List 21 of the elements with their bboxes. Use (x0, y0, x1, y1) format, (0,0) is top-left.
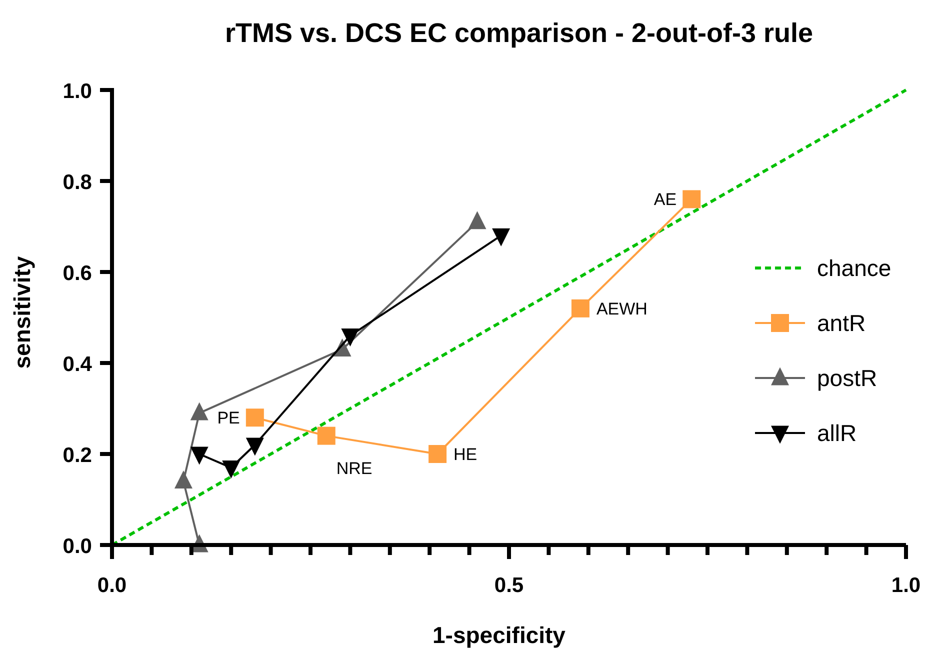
annotation: PE (217, 408, 240, 428)
annotation: AE (654, 190, 677, 210)
annotation: NRE (336, 458, 372, 478)
y-tick-label: 0.8 (62, 171, 92, 194)
legend-label: postR (817, 365, 878, 391)
x-tick-label: 0.5 (494, 574, 524, 597)
x-tick-label: 0.0 (97, 574, 127, 597)
y-tick-label: 1.0 (62, 80, 92, 103)
annotation: AEWH (596, 299, 648, 318)
legend-label: antR (817, 310, 866, 336)
annotation: HE (454, 445, 478, 464)
legend-label: allR (817, 420, 857, 446)
x-tick-label: 1.0 (891, 574, 921, 597)
chart-title: rTMS vs. DCS EC comparison - 2-out-of-3 rule (224, 18, 814, 48)
x-axis-title: 1-specificity (432, 622, 566, 648)
y-tick-label: 0.2 (62, 444, 92, 467)
y-axis-title: sensitivity (9, 256, 35, 369)
legend-label: chance (817, 255, 892, 281)
y-tick-label: 0.4 (62, 353, 92, 376)
y-tick-label: 0.6 (62, 262, 92, 285)
y-tick-label: 0.0 (62, 535, 92, 558)
